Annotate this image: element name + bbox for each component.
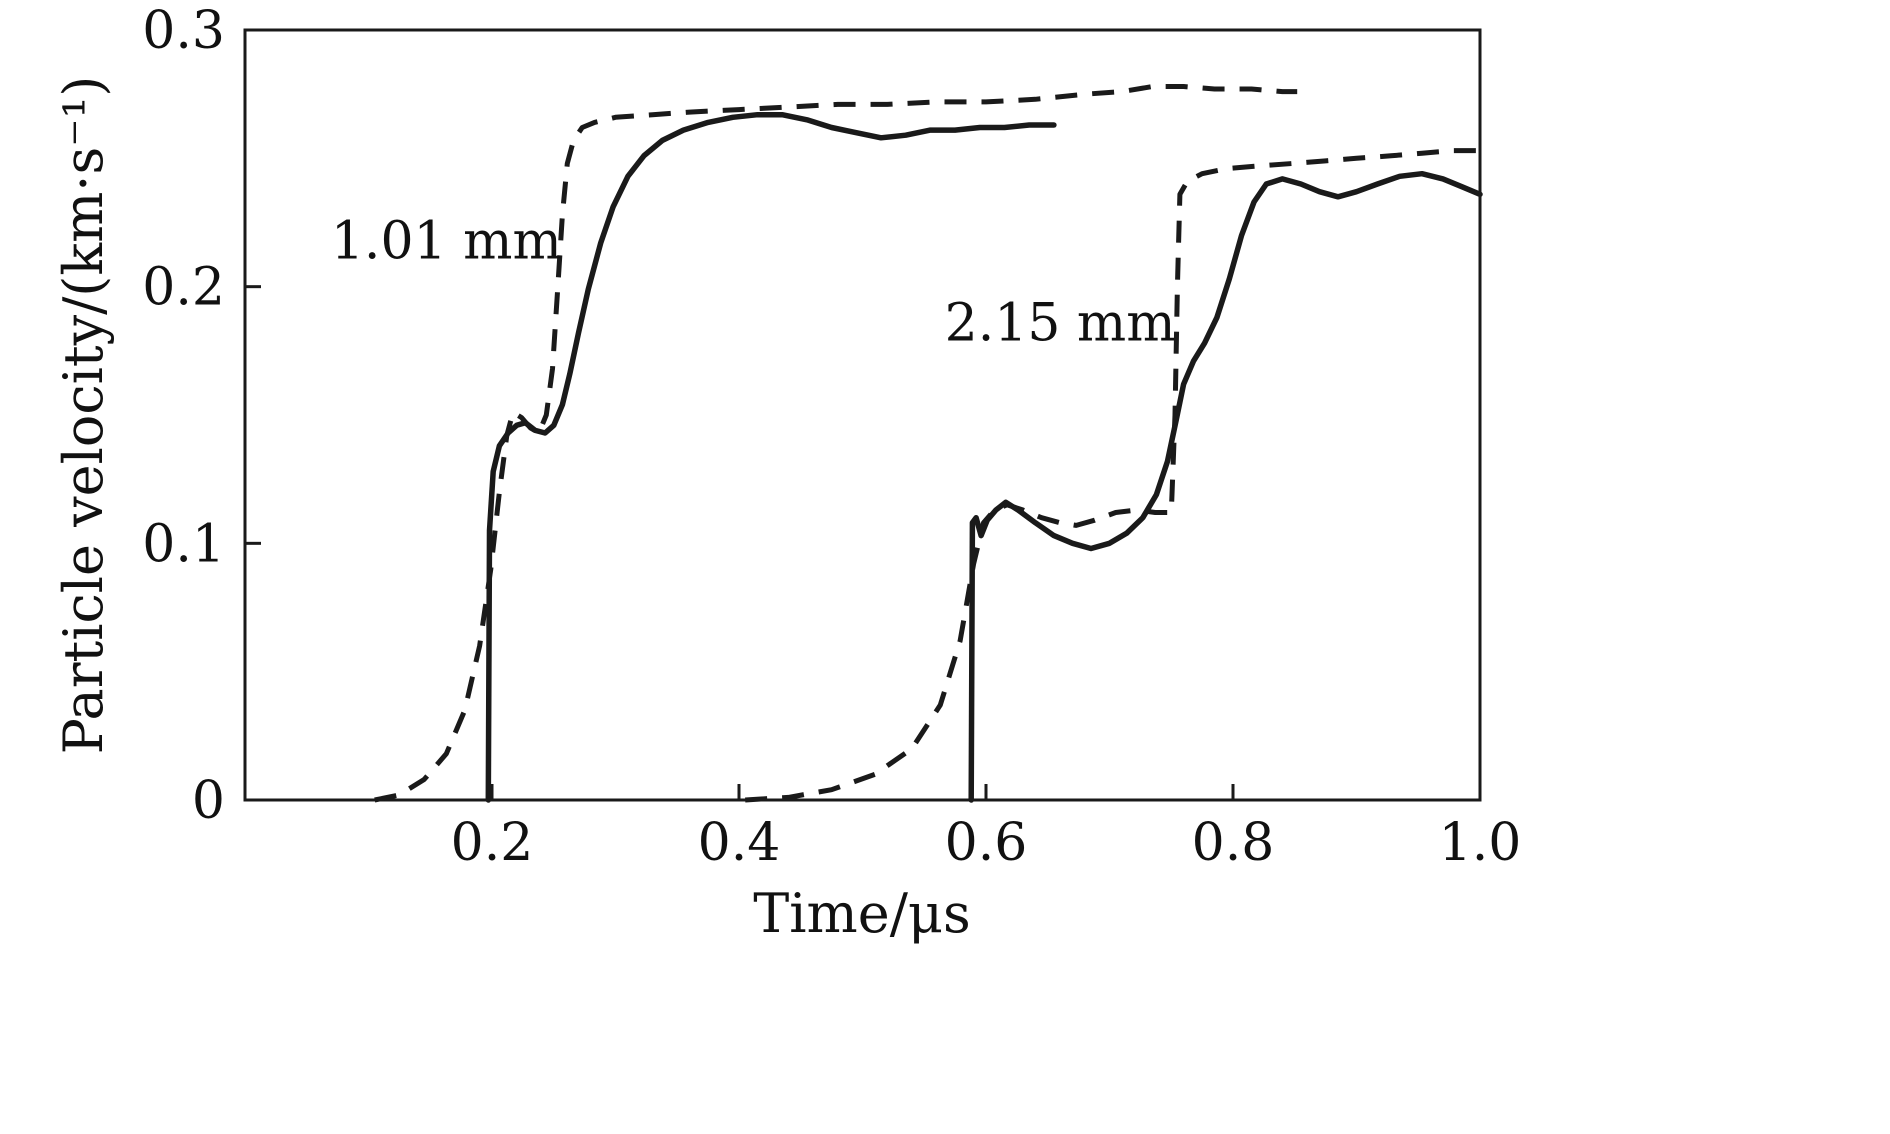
y-tick-label-0.3: 0.3 — [142, 1, 225, 61]
series-1-01mm-solid — [485, 111, 1057, 803]
y-tick-label-0.1: 0.1 — [142, 514, 225, 574]
y-axis-label: Particle velocity/(km·s⁻¹) — [52, 76, 115, 755]
plot-frame — [243, 28, 1482, 802]
annotation-2-15-mm: 2.15 mm — [945, 294, 1176, 354]
annotation-1-01-mm: 1.01 mm — [331, 211, 562, 271]
x-tick-label-0.6: 0.6 — [945, 813, 1028, 873]
y-tick-label-0: 0 — [192, 771, 225, 831]
x-tick-label-0.8: 0.8 — [1192, 813, 1275, 873]
x-tick-label-0.4: 0.4 — [698, 813, 781, 873]
y-tick-label-0.2: 0.2 — [142, 258, 225, 318]
x-axis-label: Time/μs — [753, 882, 970, 945]
x-tick-label-0.2: 0.2 — [451, 813, 534, 873]
series-2-15mm-dashed — [745, 148, 1480, 803]
plot-layer: 0.2 0.4 0.6 0.8 1.0 0 0.1 0.2 0.3 1.01 mm 2.15 mm — [142, 1, 1521, 873]
series-1-01mm-dashed — [374, 84, 1298, 803]
x-tick-label-1.0: 1.0 — [1439, 813, 1522, 873]
series-2-15mm-solid — [968, 170, 1483, 803]
